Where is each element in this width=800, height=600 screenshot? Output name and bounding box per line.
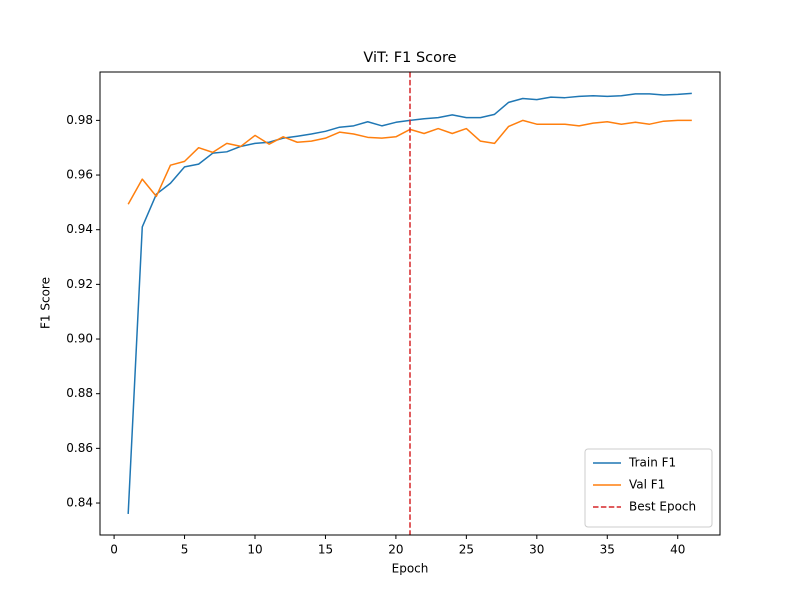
- x-tick-label: 35: [600, 543, 615, 557]
- y-tick-label: 0.94: [66, 222, 93, 236]
- legend-label: Val F1: [629, 478, 665, 492]
- x-tick-label: 20: [388, 543, 403, 557]
- legend: Train F1 Val F1 Best Epoch: [584, 448, 713, 528]
- axes-frame: [99, 71, 721, 536]
- x-tick-label: 10: [247, 543, 262, 557]
- x-tick-label: 25: [459, 543, 474, 557]
- legend-label: Train F1: [628, 456, 676, 470]
- y-tick-label: 0.84: [66, 496, 93, 510]
- legend-label: Best Epoch: [629, 500, 696, 514]
- x-tick-label: 30: [529, 543, 544, 557]
- y-tick-label: 0.88: [66, 386, 93, 400]
- x-tick-label: 5: [181, 543, 189, 557]
- y-axis-label: F1 Score: [39, 277, 53, 329]
- plot-area: [127, 72, 692, 535]
- x-tick-label: 0: [110, 543, 118, 557]
- x-tick-label: 15: [318, 543, 333, 557]
- y-tick-label: 0.86: [66, 441, 93, 455]
- chart-title: ViT: F1 Score: [363, 50, 456, 66]
- y-tick-label: 0.90: [66, 332, 93, 346]
- y-tick-label: 0.92: [66, 277, 93, 291]
- x-tick-label: 40: [670, 543, 685, 557]
- y-tick-label: 0.98: [66, 113, 93, 127]
- x-axis-label: Epoch: [392, 562, 429, 576]
- y-tick-label: 0.96: [66, 168, 93, 182]
